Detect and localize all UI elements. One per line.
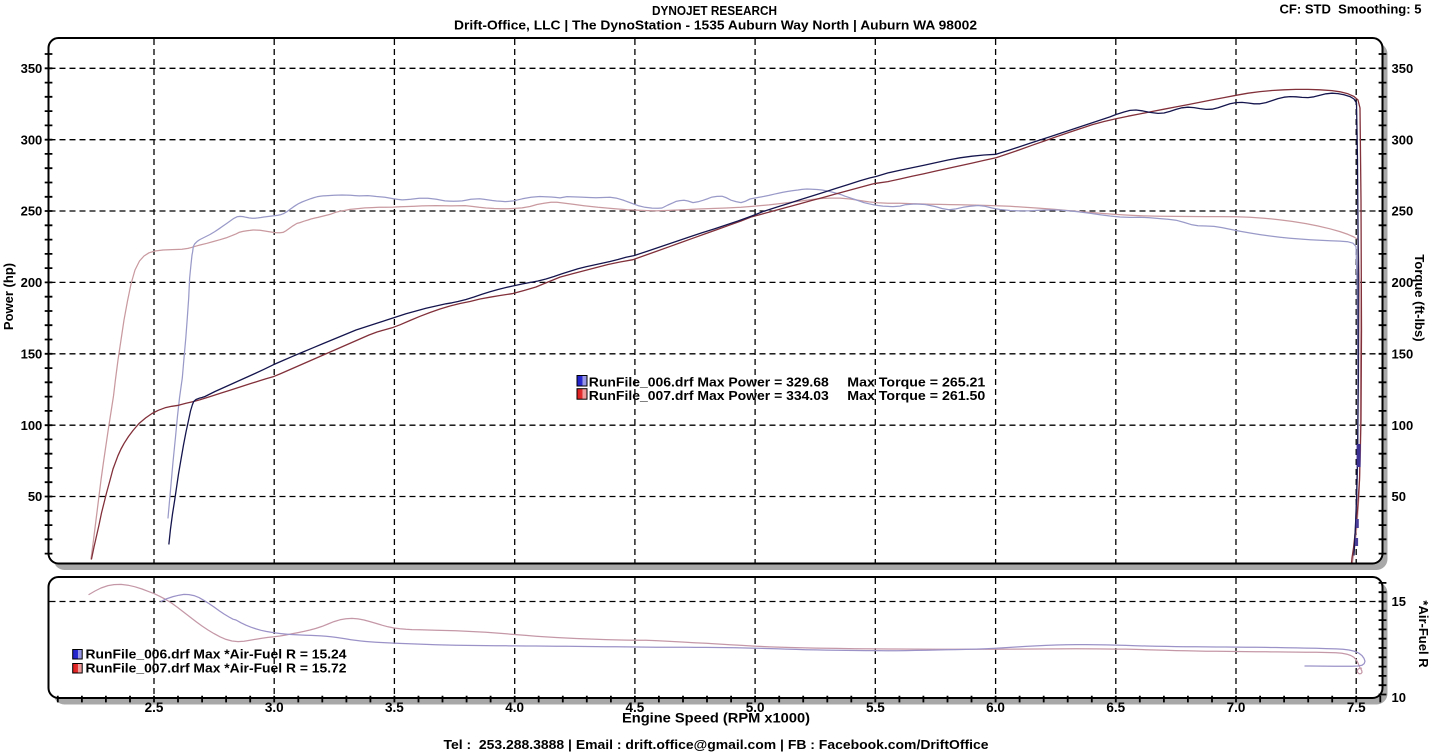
svg-text:15: 15	[1392, 594, 1406, 609]
svg-text:150: 150	[1392, 346, 1414, 361]
svg-text:3.5: 3.5	[385, 700, 404, 715]
svg-text:100: 100	[21, 418, 43, 433]
svg-text:Max Torque = 265.21: Max Torque = 265.21	[847, 376, 985, 390]
svg-text:2.5: 2.5	[145, 700, 164, 715]
svg-text:200: 200	[21, 275, 43, 290]
svg-text:7.0: 7.0	[1227, 700, 1246, 715]
svg-text:300: 300	[1392, 132, 1414, 147]
svg-text:200: 200	[1392, 275, 1414, 290]
svg-text:CF: STD Smoothing: 5: CF: STD Smoothing: 5	[1280, 3, 1422, 17]
svg-text:6.5: 6.5	[1106, 700, 1125, 715]
svg-text:50: 50	[28, 489, 42, 504]
svg-text:RunFile_007.drf Max *Air-Fuel: RunFile_007.drf Max *Air-Fuel R = 15.72	[86, 662, 347, 676]
svg-text:Drift-Office, LLC | The DynoSt: Drift-Office, LLC | The DynoStation - 15…	[454, 19, 977, 33]
svg-text:Torque (ft-lbs): Torque (ft-lbs)	[1412, 254, 1427, 341]
svg-text:50: 50	[1392, 489, 1406, 504]
svg-text:250: 250	[21, 204, 43, 219]
svg-text:10: 10	[1392, 690, 1406, 705]
svg-text:*Air-Fuel R: *Air-Fuel R	[1416, 600, 1431, 668]
svg-text:150: 150	[21, 346, 43, 361]
svg-text:5.0: 5.0	[746, 700, 765, 715]
svg-text:Tel : 253.288.3888 | Email :: Tel : 253.288.3888 | Email : drift.offic…	[444, 738, 989, 752]
svg-text:350: 350	[21, 61, 43, 76]
svg-text:250: 250	[1392, 204, 1414, 219]
svg-text:5.5: 5.5	[866, 700, 885, 715]
svg-text:300: 300	[21, 132, 43, 147]
svg-text:3.0: 3.0	[265, 700, 284, 715]
svg-text:RunFile_006.drf Max *Air-Fuel: RunFile_006.drf Max *Air-Fuel R = 15.24	[86, 648, 347, 662]
svg-text:4.0: 4.0	[505, 700, 524, 715]
svg-text:Max Torque = 261.50: Max Torque = 261.50	[847, 389, 985, 403]
svg-text:100: 100	[1392, 418, 1414, 433]
svg-text:RunFile_007.drf Max Power = 33: RunFile_007.drf Max Power = 334.03	[589, 389, 829, 403]
svg-text:RunFile_006.drf Max Power = 32: RunFile_006.drf Max Power = 329.68	[589, 376, 829, 390]
svg-text:Power (hp): Power (hp)	[1, 263, 16, 330]
svg-text:350: 350	[1392, 61, 1414, 76]
svg-text:DYNOJET RESEARCH: DYNOJET RESEARCH	[652, 4, 777, 18]
svg-text:Engine Speed (RPM x1000): Engine Speed (RPM x1000)	[622, 710, 810, 726]
svg-text:7.5: 7.5	[1347, 700, 1366, 715]
svg-text:6.0: 6.0	[986, 700, 1005, 715]
svg-text:4.5: 4.5	[626, 700, 645, 715]
